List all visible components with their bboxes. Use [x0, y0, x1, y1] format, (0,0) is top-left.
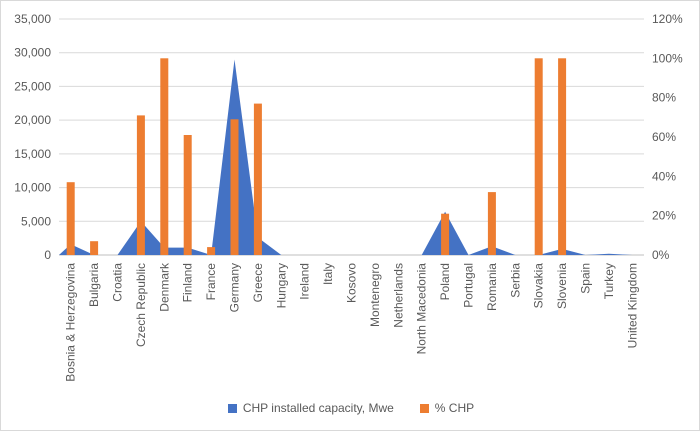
category-label: Slovenia: [555, 263, 569, 309]
y-left-tick-label: 0: [44, 248, 51, 262]
category-label: Turkey: [602, 263, 616, 299]
category-label: Bosnia & Herzegovina: [64, 263, 78, 382]
y-right-tick-label: 100%: [652, 51, 683, 65]
legend-item-percent: % CHP: [419, 401, 475, 415]
category-label: Kosovo: [345, 263, 359, 303]
legend-swatch-percent: [419, 403, 429, 413]
legend-swatch-capacity: [227, 403, 237, 413]
category-label: Netherlands: [391, 263, 405, 328]
category-label: Serbia: [508, 263, 522, 298]
category-label: Bulgaria: [87, 263, 101, 307]
category-label: Ireland: [298, 263, 312, 300]
y-left-tick-label: 30,000: [14, 46, 51, 60]
y-right-tick-label: 0%: [652, 248, 670, 262]
y-left-tick-label: 15,000: [14, 147, 51, 161]
legend: CHP installed capacity, Mwe % CHP: [1, 401, 700, 415]
category-label: Finland: [181, 263, 195, 302]
category-label: France: [204, 263, 218, 301]
legend-item-capacity: CHP installed capacity, Mwe: [227, 401, 394, 415]
y-left-tick-label: 5,000: [21, 214, 51, 228]
y-right-tick-label: 20%: [652, 209, 676, 223]
category-label: Montenegro: [368, 263, 382, 327]
category-label: Croatia: [111, 263, 125, 302]
y-left-tick-label: 35,000: [14, 12, 51, 26]
category-label: United Kingdom: [625, 263, 639, 348]
category-label: Spain: [579, 263, 593, 294]
y-right-tick-label: 120%: [652, 12, 683, 26]
bar-percent-chp: [160, 58, 169, 255]
bar-percent-chp: [66, 182, 75, 255]
category-label: Czech Republic: [134, 263, 148, 347]
category-label: Hungary: [274, 263, 288, 308]
legend-label-percent: % CHP: [434, 401, 475, 415]
y-left-tick-label: 25,000: [14, 79, 51, 93]
legend-label-capacity: CHP installed capacity, Mwe: [242, 401, 394, 415]
bar-percent-chp: [534, 58, 543, 255]
category-label: Slovakia: [532, 263, 546, 309]
bar-percent-chp: [253, 103, 262, 255]
category-label: Germany: [228, 263, 242, 312]
bar-percent-chp: [136, 115, 145, 256]
category-label: North Macedonia: [415, 263, 429, 355]
bar-percent-chp: [207, 247, 216, 255]
bar-percent-chp: [90, 241, 99, 255]
y-right-tick-label: 60%: [652, 130, 676, 144]
bar-percent-chp: [441, 213, 450, 255]
category-label: Portugal: [462, 263, 476, 308]
category-label: Greece: [251, 263, 265, 303]
bar-percent-chp: [487, 192, 496, 255]
bar-percent-chp: [230, 119, 239, 255]
category-label: Poland: [438, 263, 452, 300]
bar-percent-chp: [183, 135, 192, 255]
area-series-chp-capacity: [59, 59, 644, 255]
bar-percent-chp: [558, 58, 567, 255]
category-label: Italy: [321, 263, 335, 285]
y-right-tick-label: 40%: [652, 169, 676, 183]
y-left-tick-label: 20,000: [14, 113, 51, 127]
category-label: Denmark: [157, 262, 171, 312]
category-label: Romania: [485, 263, 499, 311]
y-right-tick-label: 80%: [652, 91, 676, 105]
y-left-tick-label: 10,000: [14, 181, 51, 195]
